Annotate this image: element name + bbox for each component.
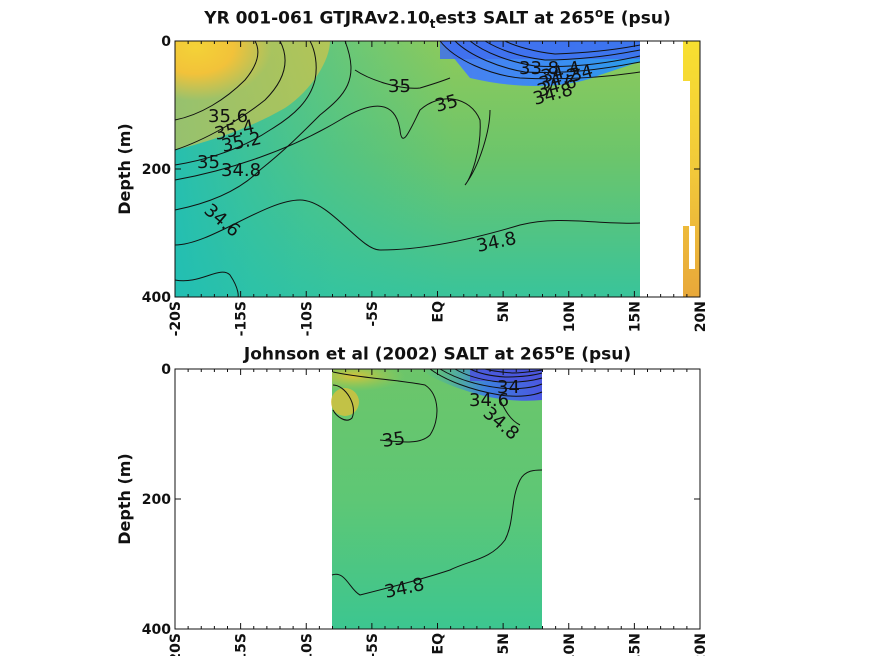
y-tick-label: 200	[142, 162, 171, 178]
x-tick-label: 10N	[562, 633, 578, 656]
panel1-plot: 35.6 35.4 35.2 35 34.8 34.6 35 35 34.8 3…	[142, 34, 709, 336]
x-tick-label: 20N	[693, 633, 709, 656]
x-tick-label: -5S	[365, 301, 381, 327]
x-tick-label: -5S	[365, 633, 381, 656]
y-tick-label: 0	[161, 34, 171, 50]
contour-label: 35.6	[208, 106, 248, 127]
panel1-no-data-top	[645, 41, 683, 57]
contour-label: 33.8	[519, 58, 559, 79]
panel1-ylabel: Depth (m)	[115, 123, 134, 215]
x-tick-label: 15N	[627, 633, 643, 656]
contour-label: 34	[497, 377, 520, 398]
y-tick-label: 400	[142, 290, 171, 306]
panel1-ticks: -20S -15S -10S -5S EQ 5N 10N 15N 20N 0 200 400	[142, 34, 709, 336]
panel2-salinity-max	[331, 388, 359, 416]
x-tick-label: -10S	[299, 301, 315, 336]
panel2-ticks: -20S -15S -10S -5S EQ 5N 10N 15N 20N 0 200 400	[142, 362, 709, 656]
contour-label: 34.8	[221, 160, 261, 181]
x-tick-label: 5N	[496, 301, 512, 322]
x-tick-label: -20S	[168, 301, 184, 336]
x-tick-label: -15S	[234, 301, 250, 336]
y-tick-label: 400	[142, 622, 171, 638]
x-tick-label: 10N	[562, 301, 578, 332]
contour-label: 35	[388, 76, 411, 97]
panel1-edge-gap2	[689, 226, 695, 269]
panel2-ylabel: Depth (m)	[115, 453, 134, 545]
panel2-title: Johnson et al (2002) SALT at 265oE (psu)	[243, 342, 632, 365]
x-tick-label: -10S	[299, 633, 315, 656]
x-tick-label: EQ	[431, 633, 447, 655]
panel1-fresh-surface	[440, 41, 645, 59]
x-tick-label: 5N	[496, 633, 512, 654]
contour-label: 35	[381, 428, 407, 452]
x-tick-label: EQ	[431, 301, 447, 323]
y-tick-label: 0	[161, 362, 171, 378]
x-tick-label: 15N	[627, 301, 643, 332]
panel1-contours	[174, 40, 641, 298]
x-tick-label: 20N	[693, 301, 709, 332]
panel2-plot: 35 34.8 34 34.6 34.8 -20S -15S -10S -5S EQ 5N…	[142, 362, 709, 656]
panel2-contours	[331, 368, 543, 596]
x-tick-label: -20S	[168, 633, 184, 656]
x-tick-label: -15S	[234, 633, 250, 656]
panel1-high-salinity-fill	[175, 41, 330, 150]
contour-label: 35	[197, 152, 220, 173]
panel1-title: YR 001-061 GTJRAv2.10test3 SALT at 265oE…	[204, 6, 671, 32]
panel1-no-data	[640, 41, 683, 297]
contour-label: 34.6	[469, 390, 509, 411]
panel1-contour-labels: 35.6 35.4 35.2 35 34.8 34.6 35 35 34.8 3…	[197, 57, 595, 257]
y-tick-label: 200	[142, 492, 171, 508]
panel1-edge-gap	[683, 81, 690, 226]
